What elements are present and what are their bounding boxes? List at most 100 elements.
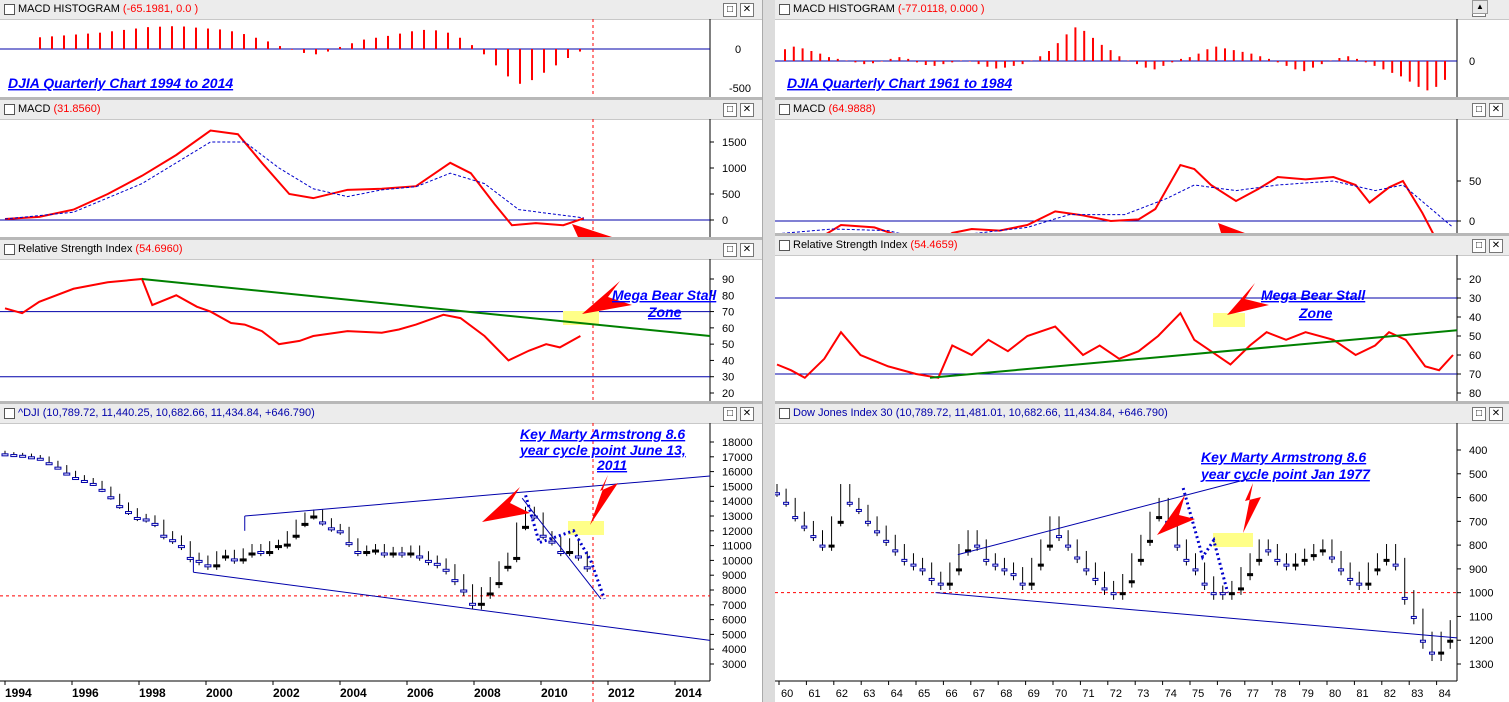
lower-trendline xyxy=(244,475,711,517)
time-axis-label: 70 xyxy=(1055,688,1067,700)
close-icon[interactable]: ✕ xyxy=(1489,407,1503,421)
candle-body xyxy=(1056,535,1063,539)
axis-tick-label: 1000 xyxy=(722,163,746,175)
pane-menu-icon[interactable] xyxy=(4,408,15,419)
candle-body xyxy=(469,602,477,606)
maximize-icon[interactable]: □ xyxy=(723,3,737,17)
pane-menu-icon[interactable] xyxy=(779,104,790,115)
right-chart-workspace: MACD HISTOGRAM (-77.0118, 0.000 ) ✕ 0 DJI… xyxy=(775,0,1509,702)
chart-label: DJIA Quarterly Chart 1994 to 2014 xyxy=(8,75,233,91)
signal-line xyxy=(780,180,1454,233)
candle-body xyxy=(292,534,300,538)
axis-tick-label: 0 xyxy=(722,215,728,227)
candle-body xyxy=(1365,582,1372,586)
right-rsi-header: Relative Strength Index (54.4659) □ ✕ xyxy=(775,236,1509,256)
candle-body xyxy=(1429,651,1436,655)
candle-body xyxy=(363,551,371,555)
pane-menu-icon[interactable] xyxy=(779,408,790,419)
candle-body xyxy=(1301,558,1308,562)
time-axis-label: 2000 xyxy=(206,686,233,700)
maximize-icon[interactable]: □ xyxy=(1472,239,1486,253)
maximize-icon[interactable]: □ xyxy=(723,243,737,257)
pane-menu-icon[interactable] xyxy=(4,104,15,115)
pointer-arrow xyxy=(1243,483,1261,533)
axis-tick-label: 10000 xyxy=(722,555,753,567)
candle-body xyxy=(1383,558,1390,562)
axis-tick-label: 1200 xyxy=(1469,635,1493,647)
left-macd-title: MACD (31.8560) xyxy=(18,103,101,115)
maximize-icon[interactable]: □ xyxy=(1472,407,1486,421)
candle-body xyxy=(1338,568,1345,572)
close-icon[interactable]: ✕ xyxy=(1489,239,1503,253)
cycle-point-highlight xyxy=(1213,533,1253,547)
candle-body xyxy=(1201,582,1208,586)
candle-body xyxy=(389,552,397,556)
candle-body xyxy=(1119,592,1126,596)
pane-menu-icon[interactable] xyxy=(4,4,15,15)
time-axis-label: 2014 xyxy=(675,686,702,700)
time-axis-label: 81 xyxy=(1356,688,1368,700)
time-axis-label: 69 xyxy=(1028,688,1040,700)
candle-body xyxy=(10,454,18,458)
close-icon[interactable]: ✕ xyxy=(1489,103,1503,117)
candle-body xyxy=(864,520,871,524)
axis-tick-label: 17000 xyxy=(722,452,753,464)
right-price-header: Dow Jones Index 30 (10,789.72, 11,481.01… xyxy=(775,404,1509,424)
time-axis-label: 63 xyxy=(863,688,875,700)
annotation-text: 2011 xyxy=(596,457,627,473)
candle-body xyxy=(460,589,468,593)
maximize-icon[interactable]: □ xyxy=(723,103,737,117)
maximize-icon[interactable]: □ xyxy=(723,407,737,421)
scroll-up-button[interactable]: ▲ xyxy=(1472,0,1488,14)
cycle-point-highlight xyxy=(568,521,604,535)
candle-body xyxy=(1274,558,1281,562)
maximize-icon[interactable]: □ xyxy=(1472,103,1486,117)
candle-body xyxy=(336,530,344,534)
candle-body xyxy=(1,453,9,457)
axis-tick-label: 16000 xyxy=(722,467,753,479)
candle-body xyxy=(433,562,441,566)
candle-body xyxy=(504,565,512,569)
axis-tick-label: 500 xyxy=(722,189,740,201)
candle-body xyxy=(45,462,53,466)
time-axis-label: 61 xyxy=(808,688,820,700)
workspace-divider[interactable] xyxy=(762,0,776,702)
axis-tick-label: 0 xyxy=(1469,216,1475,228)
axis-tick-label: 15000 xyxy=(722,481,753,493)
left-price-pane: ^DJI (10,789.72, 11,440.25, 10,682.66, 1… xyxy=(0,404,762,702)
pane-menu-icon[interactable] xyxy=(779,4,790,15)
right-macd-title: MACD (64.9888) xyxy=(793,103,876,115)
close-icon[interactable]: ✕ xyxy=(740,407,754,421)
candle-body xyxy=(883,539,890,543)
candle-body xyxy=(54,466,62,470)
time-axis-label: 60 xyxy=(781,688,793,700)
close-icon[interactable]: ✕ xyxy=(740,3,754,17)
annotation-text: year cycle point June 13, xyxy=(519,442,686,458)
right-histogram-pane: MACD HISTOGRAM (-77.0118, 0.000 ) ✕ 0 DJI… xyxy=(775,0,1509,100)
candle-body xyxy=(1419,639,1426,643)
candle-body xyxy=(1328,556,1335,560)
candle-body xyxy=(855,508,862,512)
candle-body xyxy=(1001,568,1008,572)
pane-menu-icon[interactable] xyxy=(779,240,790,251)
candle-body xyxy=(801,525,808,529)
candle-body xyxy=(574,555,582,559)
projected-path xyxy=(524,494,606,600)
left-macd-header: MACD (31.8560) □ ✕ xyxy=(0,100,762,120)
annotation-text: Mega Bear Stall xyxy=(1261,287,1366,303)
candle-body xyxy=(783,501,790,505)
pane-menu-icon[interactable] xyxy=(4,244,15,255)
time-axis-label: 68 xyxy=(1000,688,1012,700)
candle-body xyxy=(354,551,362,555)
candle-body xyxy=(80,479,88,483)
candle-body xyxy=(1410,615,1417,619)
close-icon[interactable]: ✕ xyxy=(740,103,754,117)
annotation-text: Mega Bear Stall xyxy=(612,287,717,303)
candle-body xyxy=(222,555,230,559)
candle-body xyxy=(98,488,106,492)
candle-body xyxy=(477,602,485,606)
candle-body xyxy=(992,563,999,567)
macd-line xyxy=(4,129,585,227)
close-icon[interactable]: ✕ xyxy=(740,243,754,257)
left-rsi-pane: Relative Strength Index (54.6960) □ ✕ 90… xyxy=(0,240,762,404)
